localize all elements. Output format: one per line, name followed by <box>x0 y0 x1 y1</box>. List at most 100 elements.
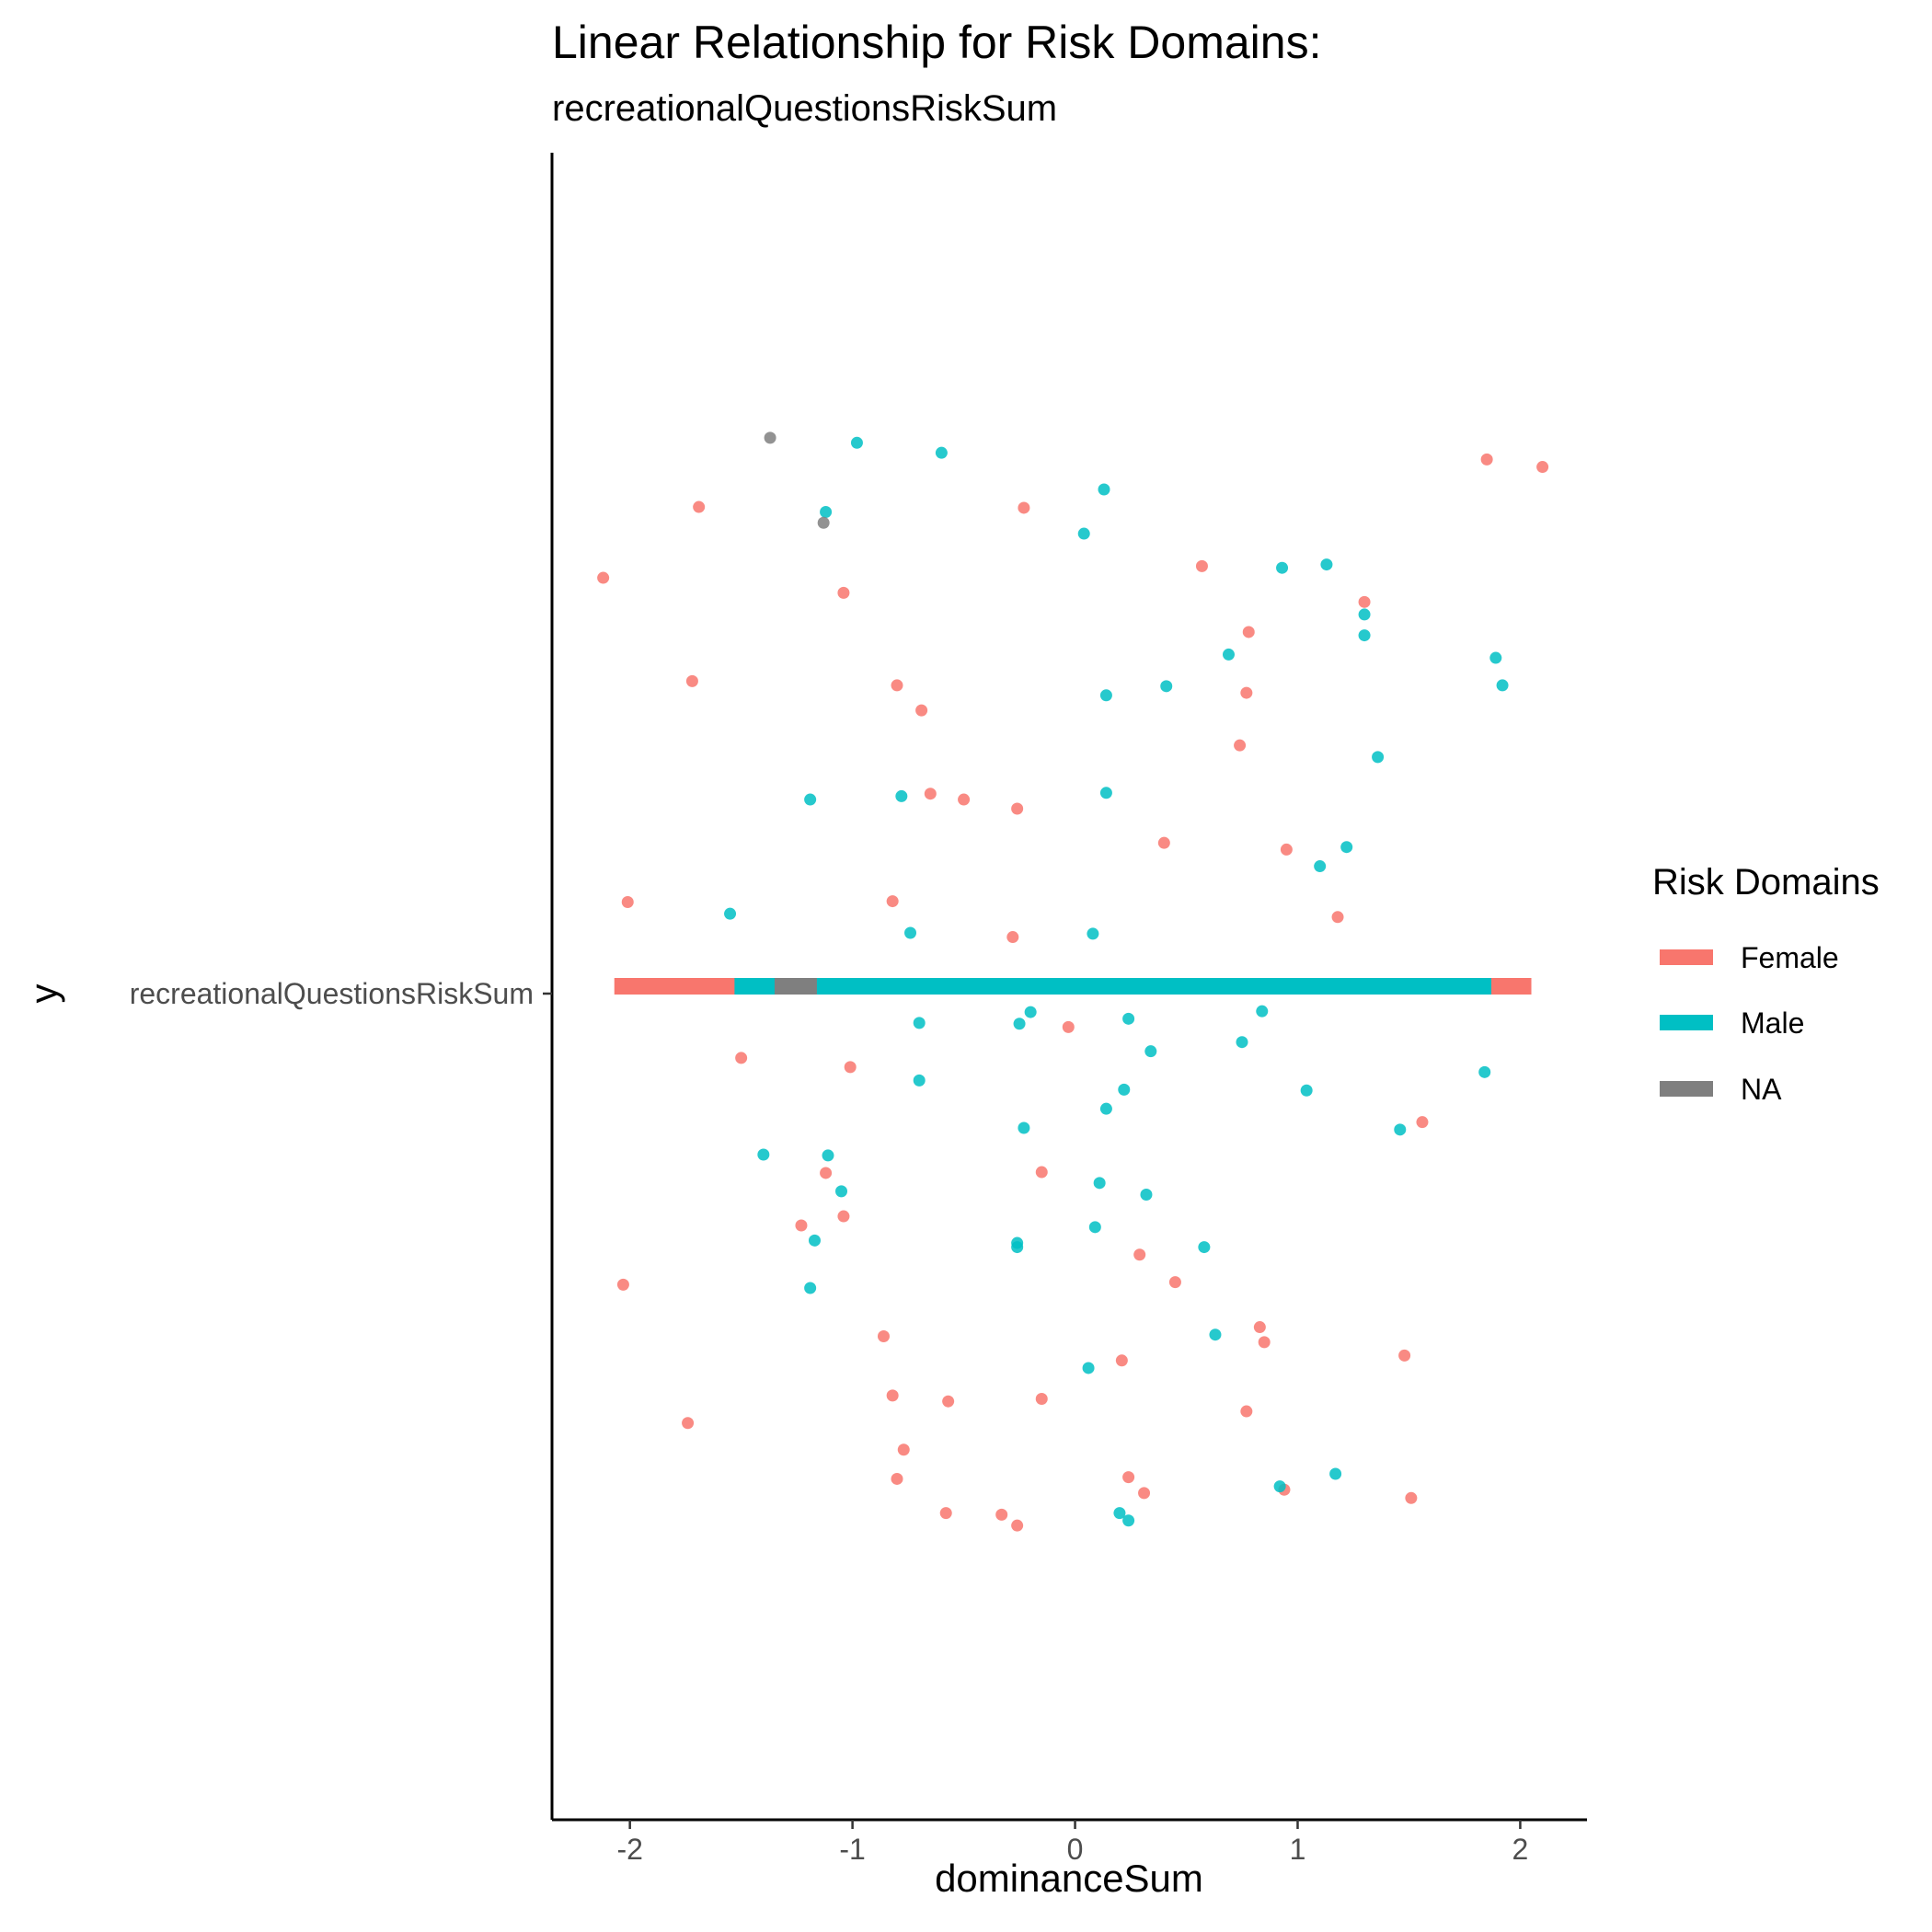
point-male <box>1140 1189 1153 1201</box>
point-male <box>1144 1045 1157 1058</box>
point-female <box>1122 1471 1135 1484</box>
point-female <box>1234 739 1247 752</box>
point-male <box>1088 1221 1101 1234</box>
point-male <box>820 505 833 518</box>
point-female <box>1011 802 1024 815</box>
point-female <box>891 679 903 692</box>
point-female <box>1035 1166 1048 1179</box>
point-male <box>1013 1018 1026 1030</box>
point-female <box>877 1330 890 1343</box>
point-female <box>795 1219 808 1232</box>
point-female <box>844 1061 857 1074</box>
point-female <box>891 1472 903 1485</box>
legend-item-male: Male <box>1660 1006 1804 1040</box>
point-female <box>1018 501 1030 514</box>
point-female <box>1358 595 1371 608</box>
scatter-points <box>597 431 1549 1532</box>
point-male <box>850 436 863 449</box>
point-male <box>1082 1362 1095 1374</box>
point-male <box>757 1148 770 1161</box>
point-male <box>1099 689 1112 702</box>
point-female <box>1405 1491 1418 1504</box>
point-na <box>764 431 776 444</box>
point-female <box>1240 1405 1253 1418</box>
point-female <box>1115 1354 1128 1367</box>
point-female <box>1138 1487 1151 1500</box>
point-female <box>1258 1336 1271 1349</box>
legend-title: Risk Domains <box>1652 862 1880 903</box>
x-axis-ticks: -2 -1 0 1 2 <box>616 1820 1528 1866</box>
legend-item-female: Female <box>1660 941 1839 974</box>
point-female <box>939 1507 952 1520</box>
point-female <box>1006 931 1019 944</box>
point-female <box>837 1210 850 1223</box>
chart-title: Linear Relationship for Risk Domains: <box>552 17 1321 68</box>
legend: Risk Domains Female Male NA <box>1652 862 1880 1106</box>
point-female <box>1331 911 1344 924</box>
point-male <box>1236 1036 1248 1049</box>
point-male <box>1489 651 1502 664</box>
point-female <box>1480 453 1493 466</box>
legend-key-na <box>1660 1081 1713 1097</box>
point-male <box>1122 1012 1135 1025</box>
y-tick-label: recreationalQuestionsRiskSum <box>130 977 534 1010</box>
x-tick-label: -1 <box>839 1833 865 1866</box>
point-female <box>897 1443 910 1456</box>
point-male <box>913 1074 926 1087</box>
point-male <box>1372 751 1385 764</box>
point-female <box>693 500 706 513</box>
point-female <box>1168 1276 1181 1289</box>
x-tick-label: 1 <box>1290 1833 1306 1866</box>
x-axis-title: dominanceSum <box>935 1857 1203 1900</box>
point-male <box>1099 1102 1112 1115</box>
legend-label-male: Male <box>1741 1006 1804 1040</box>
point-female <box>1133 1248 1146 1261</box>
point-male <box>1358 608 1371 621</box>
point-male <box>835 1185 848 1198</box>
point-female <box>1062 1020 1075 1033</box>
point-male <box>1273 1480 1286 1493</box>
point-male <box>1256 1005 1269 1018</box>
point-male <box>935 446 948 459</box>
point-female <box>837 586 850 599</box>
range-bar-na <box>774 978 817 995</box>
point-male <box>1093 1177 1106 1190</box>
point-female <box>1398 1349 1411 1362</box>
x-tick-label: 2 <box>1512 1833 1529 1866</box>
point-male <box>724 907 737 920</box>
point-female <box>735 1052 748 1064</box>
point-male <box>1024 1006 1037 1018</box>
point-male <box>1160 680 1173 693</box>
point-male <box>808 1234 821 1247</box>
point-male <box>1358 629 1371 642</box>
point-male <box>1099 787 1112 799</box>
point-male <box>1198 1241 1211 1254</box>
point-female <box>616 1278 629 1291</box>
point-male <box>1478 1065 1491 1078</box>
point-male <box>1011 1241 1024 1254</box>
point-female <box>886 1389 899 1402</box>
point-female <box>820 1167 833 1179</box>
point-female <box>1035 1392 1048 1405</box>
point-female <box>1280 843 1293 856</box>
point-male <box>1276 561 1289 574</box>
point-female <box>1011 1519 1024 1532</box>
point-male <box>1113 1507 1126 1520</box>
point-female <box>1195 559 1208 572</box>
point-female <box>682 1417 695 1430</box>
point-female <box>995 1508 1008 1521</box>
point-female <box>958 793 971 806</box>
legend-key-male <box>1660 1015 1713 1030</box>
point-male <box>804 1282 817 1294</box>
point-female <box>1242 626 1255 638</box>
point-male <box>1314 860 1327 873</box>
point-na <box>817 516 830 529</box>
point-female <box>685 674 698 687</box>
point-male <box>1394 1123 1407 1136</box>
point-female <box>886 895 899 908</box>
point-male <box>1320 558 1333 571</box>
point-female <box>597 571 610 584</box>
legend-item-na: NA <box>1660 1073 1782 1106</box>
range-bar-male <box>734 978 1491 995</box>
